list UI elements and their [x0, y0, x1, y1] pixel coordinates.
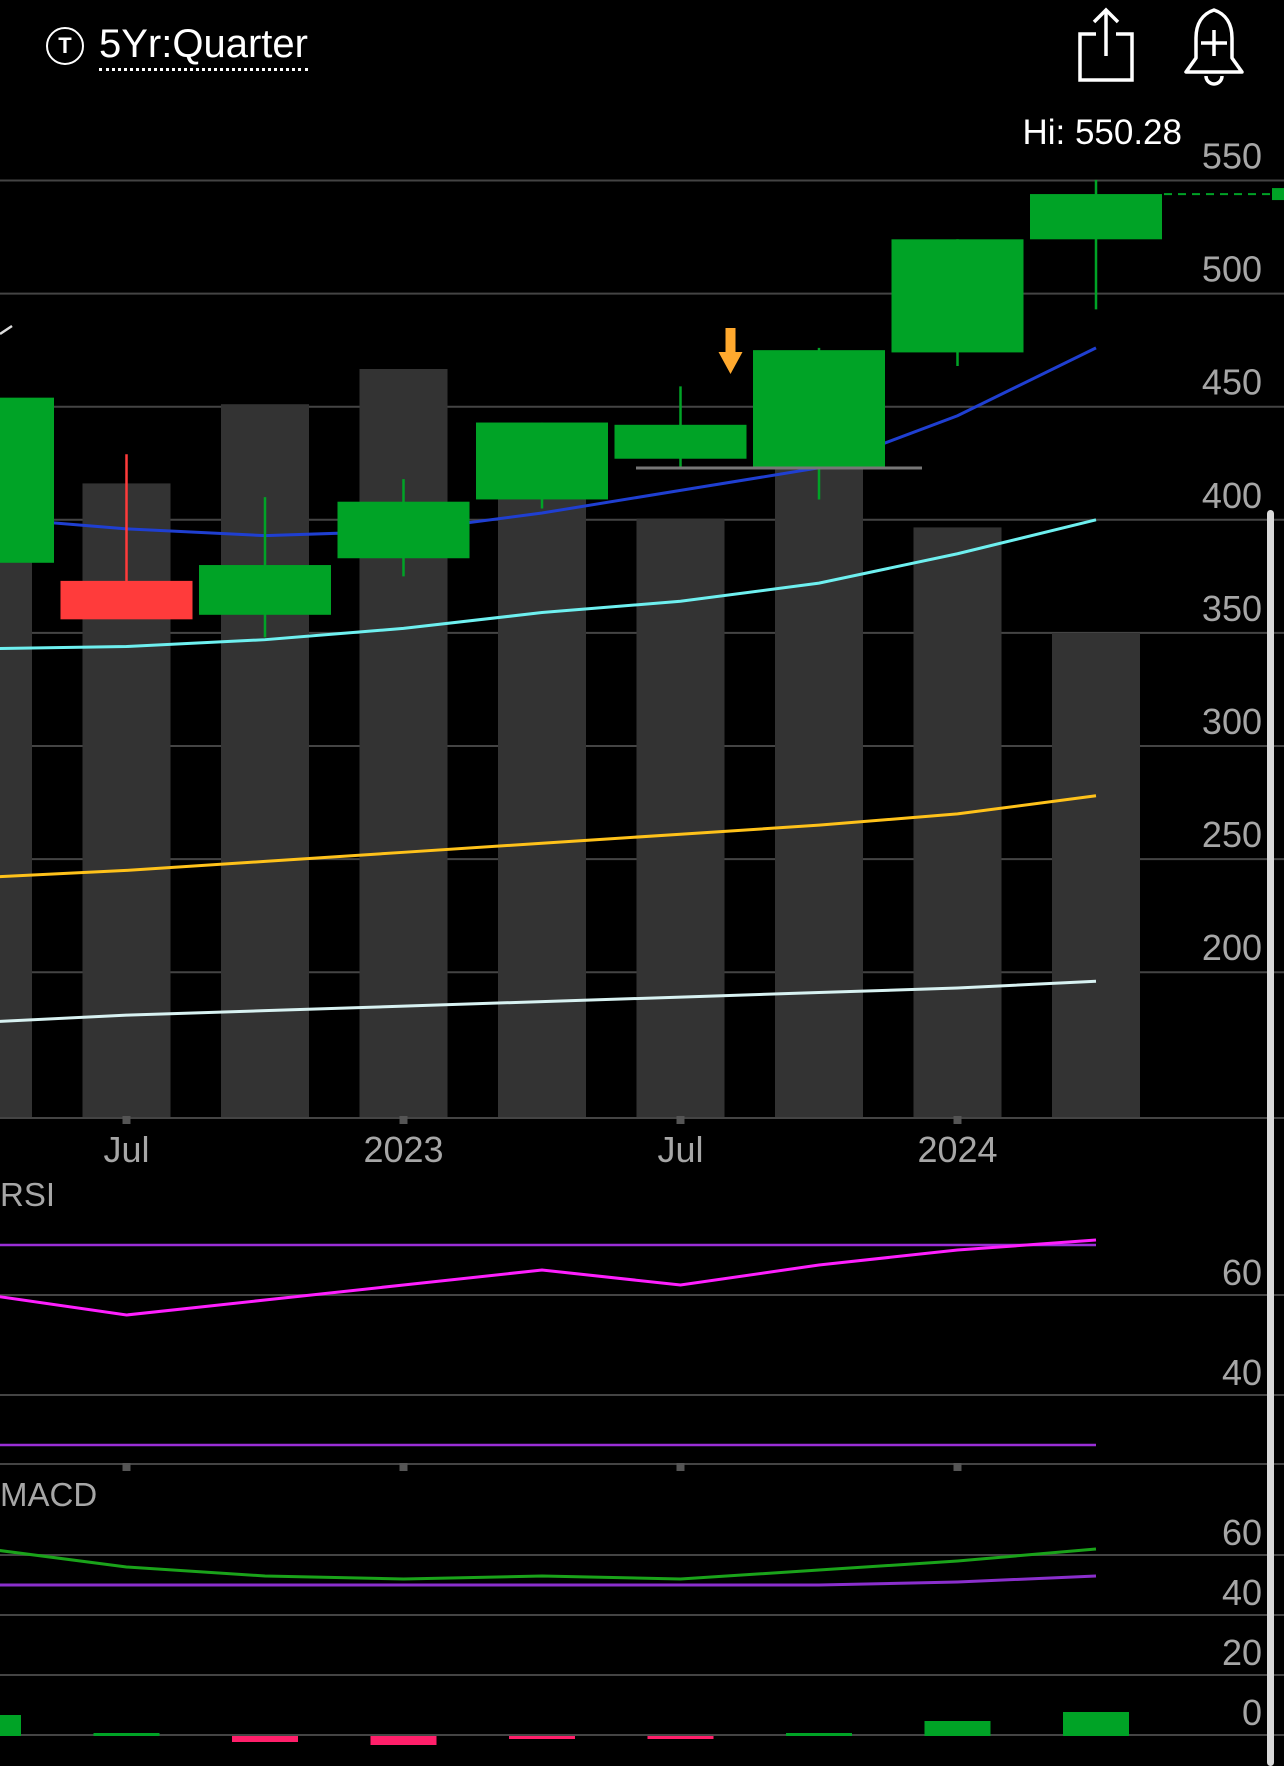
x-tick-mark	[122, 1116, 131, 1124]
macd-histogram-bar	[370, 1736, 437, 1745]
candle-body	[60, 580, 193, 620]
x-tick-label: Jul	[657, 1129, 703, 1170]
moving-average-line	[0, 346, 1097, 538]
macd-line	[0, 1547, 1097, 1581]
x-tick-mark	[676, 1116, 685, 1124]
scrollbar[interactable]	[1267, 510, 1274, 1766]
candle-body	[0, 397, 54, 563]
period-selector[interactable]: T 5Yr:Quarter	[46, 18, 308, 74]
x-tick-label: 2024	[917, 1129, 997, 1170]
rsi-x-tick-mark	[676, 1463, 685, 1471]
moving-average-line	[0, 794, 1097, 879]
add-alert-bell-icon[interactable]	[1178, 6, 1250, 86]
macd-histogram-bar	[647, 1736, 714, 1739]
macd-signal-line	[0, 1574, 1097, 1587]
x-tick-label: 2023	[363, 1129, 443, 1170]
period-label: 5Yr:Quarter	[99, 22, 308, 71]
offscreen-ma-segment	[0, 324, 13, 336]
x-tick-mark	[399, 1116, 408, 1124]
macd-histogram-bar	[0, 1715, 21, 1736]
marker-down-arrow-icon	[718, 328, 743, 374]
macd-tick-label: 20	[1222, 1632, 1262, 1673]
candle-body	[891, 239, 1024, 353]
volume-bar	[913, 527, 1002, 1117]
macd-histogram-bar	[924, 1721, 991, 1736]
rsi-x-tick-mark	[122, 1463, 131, 1471]
candle-body	[337, 501, 470, 559]
macd-histogram-bar	[1063, 1712, 1129, 1736]
rsi-x-tick-mark	[399, 1463, 408, 1471]
price-tick-label: 500	[1202, 249, 1262, 290]
macd-histogram-bar	[786, 1733, 852, 1736]
moving-average-line	[0, 518, 1097, 651]
macd-histogram-bar	[93, 1733, 160, 1736]
rsi-tick-label: 60	[1222, 1252, 1262, 1293]
x-tick-mark	[953, 1116, 962, 1124]
rsi-panel-title: RSI	[0, 1176, 55, 1213]
price-tick-label: 350	[1202, 588, 1262, 629]
volume-bar	[775, 457, 863, 1117]
rsi-tick-label: 40	[1222, 1352, 1262, 1393]
candle-body	[753, 350, 885, 468]
hi-label: Hi: 550.28	[1022, 113, 1182, 152]
candle-body	[199, 565, 331, 615]
macd-panel-title: MACD	[0, 1476, 97, 1513]
price-tick-label: 550	[1202, 136, 1262, 177]
rsi-x-tick-mark	[953, 1463, 962, 1471]
macd-histogram-bar	[509, 1736, 575, 1739]
candle-body	[476, 422, 608, 500]
moving-average-line	[0, 979, 1097, 1023]
candle-body	[614, 424, 747, 459]
volume-bar	[636, 518, 725, 1117]
macd-tick-label: 0	[1242, 1692, 1262, 1733]
t-circle-icon: T	[46, 27, 84, 65]
x-tick-label: Jul	[103, 1129, 149, 1170]
price-tick-label: 250	[1202, 814, 1262, 855]
price-tick-label: 400	[1202, 475, 1262, 516]
volume-bar	[498, 483, 586, 1117]
last-price-tag	[1272, 188, 1284, 201]
price-tick-label: 450	[1202, 362, 1262, 403]
macd-histogram-bar	[232, 1736, 298, 1742]
price-tick-label: 200	[1202, 927, 1262, 968]
macd-tick-label: 40	[1222, 1572, 1262, 1613]
volume-bar	[1052, 633, 1140, 1117]
share-icon[interactable]	[1070, 6, 1142, 86]
price-tick-label: 300	[1202, 701, 1262, 742]
rsi-line	[0, 1238, 1097, 1317]
macd-tick-label: 60	[1222, 1512, 1262, 1553]
top-bar: T 5Yr:Quarter	[0, 0, 1284, 90]
candle-body	[1030, 194, 1162, 240]
